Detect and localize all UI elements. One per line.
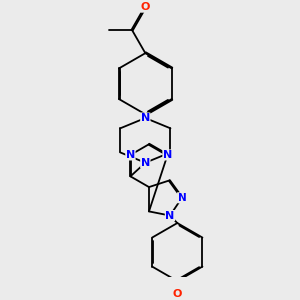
Text: N: N [178, 193, 186, 203]
Text: N: N [141, 158, 150, 168]
Text: N: N [141, 113, 150, 123]
Text: O: O [141, 2, 150, 12]
Text: N: N [165, 211, 175, 220]
Text: N: N [126, 150, 135, 160]
Text: N: N [163, 150, 172, 160]
Text: O: O [172, 290, 182, 299]
